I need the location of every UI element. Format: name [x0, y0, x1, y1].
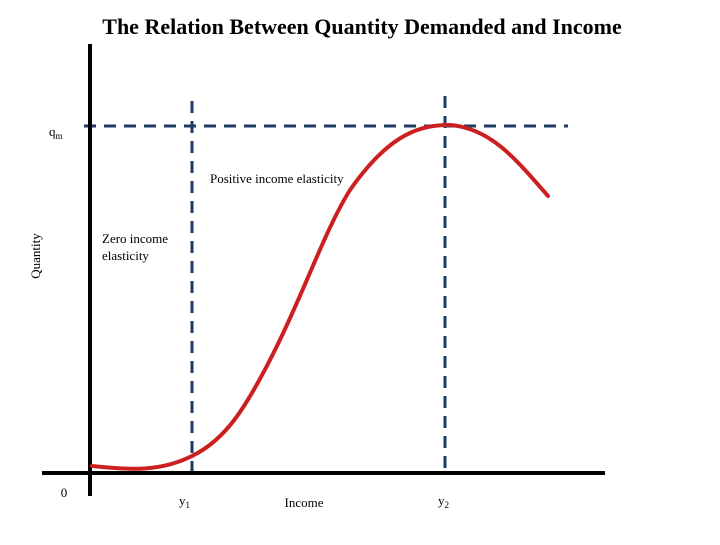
qm-label: qm [49, 124, 63, 141]
zero-elasticity-annotation-line1: Zero income [102, 231, 168, 246]
y1-label: y1 [179, 493, 190, 510]
diagram-title: The Relation Between Quantity Demanded a… [102, 14, 622, 39]
y-axis-label: Quantity [28, 233, 43, 279]
origin-label: 0 [61, 485, 68, 500]
positive-elasticity-annotation: Positive income elasticity [210, 171, 344, 186]
y2-base: y [438, 493, 445, 508]
qm-base: q [49, 124, 56, 139]
qm-subscript: m [56, 131, 63, 141]
zero-elasticity-annotation-line2: elasticity [102, 248, 149, 263]
y2-label: y2 [438, 493, 449, 510]
y2-subscript: 2 [445, 500, 450, 510]
x-axis-label: Income [285, 495, 324, 510]
y1-subscript: 1 [186, 500, 191, 510]
y1-base: y [179, 493, 186, 508]
engel-curve [90, 122, 550, 471]
